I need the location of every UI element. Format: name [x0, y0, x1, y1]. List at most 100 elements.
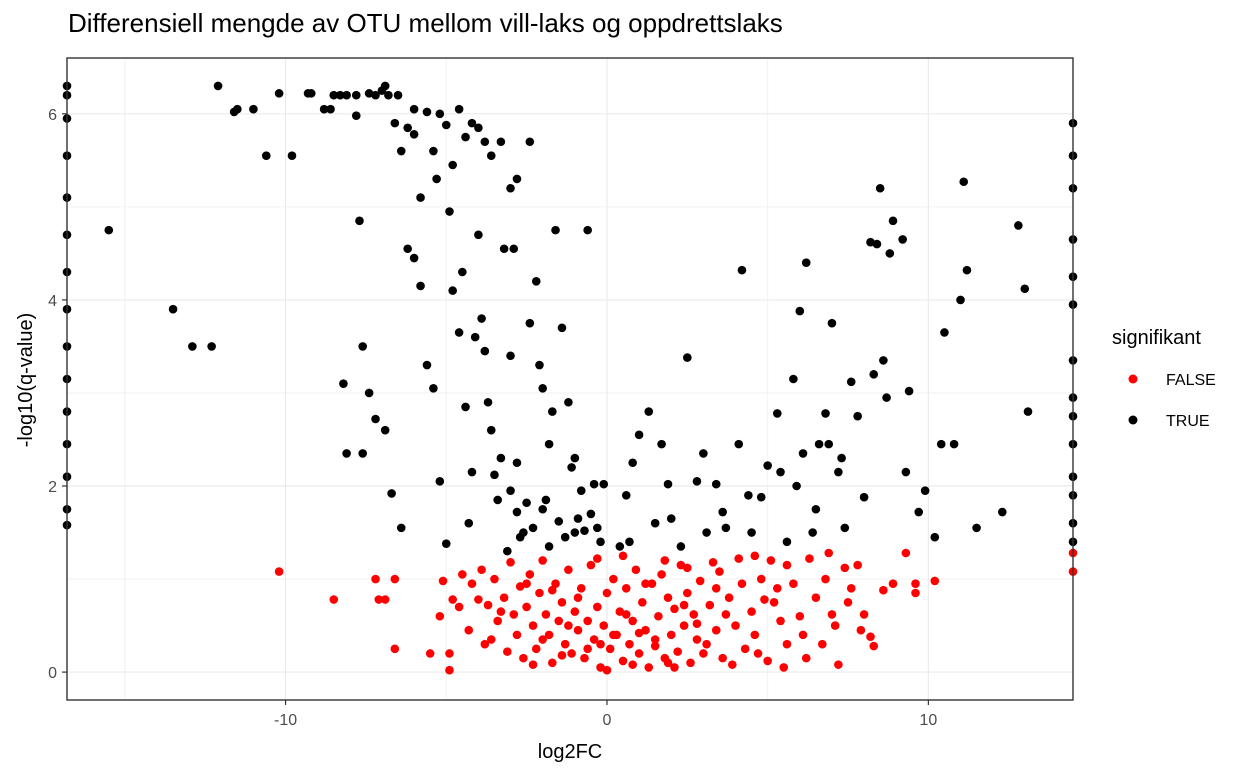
data-point: [486, 151, 496, 160]
data-point: [795, 306, 805, 316]
data-point: [535, 588, 544, 598]
data-point: [583, 616, 592, 626]
data-point: [454, 328, 464, 337]
data-point: [789, 374, 798, 384]
data-point: [329, 595, 339, 604]
data-point: [422, 360, 432, 370]
data-point: [673, 647, 682, 656]
data-point: [358, 342, 367, 351]
data-point: [441, 120, 451, 130]
data-point: [586, 509, 596, 519]
data-point: [554, 616, 564, 626]
data-point: [782, 560, 792, 570]
data-point: [512, 174, 522, 184]
data-point: [644, 663, 654, 672]
data-point: [435, 611, 445, 621]
data-point: [602, 588, 612, 598]
data-point: [666, 630, 676, 640]
data-point: [483, 600, 493, 610]
data-point: [249, 104, 258, 114]
data-point: [557, 598, 567, 607]
data-point: [467, 118, 477, 128]
data-point: [776, 467, 785, 477]
data-point: [586, 560, 596, 570]
data-point: [525, 318, 535, 328]
data-point: [824, 548, 834, 558]
data-point: [666, 514, 676, 523]
data-point: [599, 621, 609, 630]
y-tick-label: 6: [48, 107, 57, 124]
data-point: [734, 439, 744, 449]
legend-title: signifikant: [1112, 327, 1201, 349]
data-point: [538, 556, 547, 565]
data-point: [731, 621, 740, 630]
data-point: [403, 244, 412, 254]
data-point: [512, 458, 522, 468]
data-point: [1020, 284, 1030, 294]
data-point: [875, 183, 885, 193]
data-point: [593, 523, 602, 533]
data-point: [396, 146, 406, 156]
data-point: [371, 574, 380, 584]
x-tick-label: -10: [274, 712, 297, 729]
data-point: [522, 602, 531, 612]
data-point: [856, 625, 866, 635]
data-point: [853, 560, 862, 570]
data-point: [737, 579, 747, 588]
data-point: [512, 507, 522, 517]
data-point: [792, 481, 801, 491]
data-point: [811, 593, 821, 602]
data-point: [670, 663, 679, 672]
data-point: [641, 625, 650, 635]
data-point: [380, 425, 390, 435]
data-point: [641, 579, 650, 588]
data-point: [499, 244, 509, 254]
data-point: [477, 565, 486, 575]
data-point: [393, 90, 403, 100]
x-axis-title: log2FC: [538, 741, 602, 763]
data-point: [789, 579, 798, 588]
data-point: [535, 360, 544, 370]
data-point: [486, 635, 496, 644]
data-point: [702, 639, 711, 649]
data-point: [483, 397, 493, 407]
data-point: [429, 146, 438, 156]
x-tick-label: 0: [603, 712, 612, 729]
data-point: [461, 402, 470, 412]
data-point: [699, 649, 708, 658]
data-point: [795, 611, 805, 621]
data-point: [544, 630, 554, 640]
y-axis-ticks: 0 2 4 6: [48, 107, 67, 682]
data-point: [740, 644, 750, 654]
data-point: [628, 660, 637, 669]
data-point: [538, 504, 547, 514]
data-point: [551, 579, 560, 588]
data-point: [834, 660, 843, 669]
data-point: [570, 607, 580, 616]
data-point: [570, 453, 580, 463]
data-point: [676, 560, 686, 570]
data-point: [576, 584, 586, 593]
data-point: [821, 409, 830, 418]
data-point: [859, 492, 869, 502]
data-point: [380, 81, 390, 91]
data-point: [467, 579, 477, 588]
data-point: [458, 267, 467, 277]
data-point: [830, 621, 840, 630]
data-point: [869, 370, 879, 379]
data-point: [618, 551, 628, 561]
y-axis-title: -log10(q-value): [15, 313, 37, 448]
data-point: [432, 174, 441, 184]
data-point: [448, 595, 457, 604]
data-point: [168, 304, 178, 314]
data-point: [274, 567, 284, 576]
data-point: [621, 584, 631, 593]
data-point: [846, 377, 856, 387]
data-point: [798, 630, 808, 640]
data-point: [448, 286, 457, 295]
data-point: [625, 537, 634, 547]
data-point: [650, 635, 660, 644]
data-point: [490, 470, 499, 480]
data-point: [1014, 221, 1023, 230]
data-point: [384, 90, 393, 100]
